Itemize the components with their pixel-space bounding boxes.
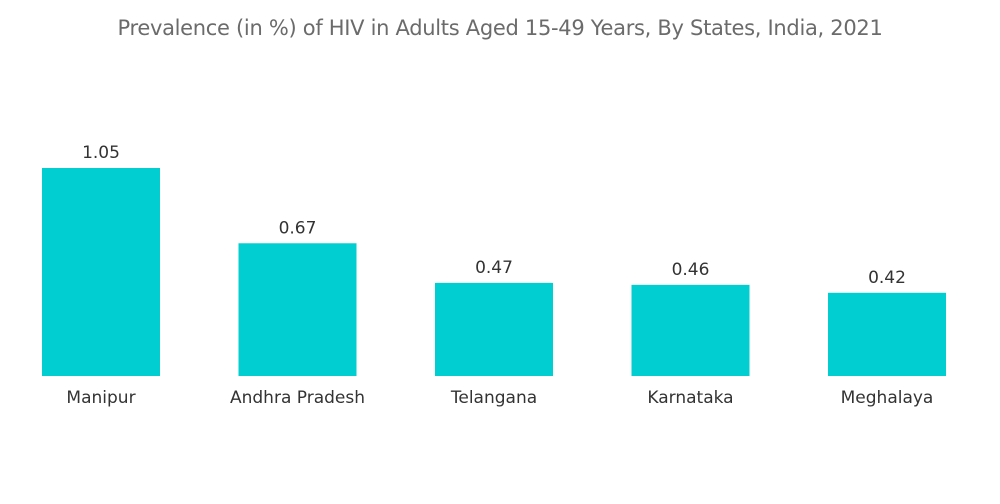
- bar-telangana: [435, 282, 553, 376]
- category-label: Meghalaya: [841, 388, 934, 408]
- data-label: 0.47: [475, 258, 513, 278]
- data-label: 0.42: [868, 268, 906, 288]
- category-label: Karnataka: [647, 388, 733, 408]
- bar-karnataka: [631, 284, 750, 376]
- category-label: Telangana: [450, 388, 537, 408]
- bar-manipur: [42, 168, 160, 376]
- data-label: 0.67: [279, 218, 317, 238]
- category-label: Manipur: [66, 388, 135, 408]
- category-label: Andhra Pradesh: [230, 388, 365, 408]
- bar-meghalaya: [828, 292, 946, 376]
- data-label: 1.05: [82, 143, 120, 163]
- bar-andhra-pradesh: [238, 243, 357, 376]
- chart-title: Prevalence (in %) of HIV in Adults Aged …: [117, 16, 883, 40]
- data-label: 0.46: [672, 260, 710, 280]
